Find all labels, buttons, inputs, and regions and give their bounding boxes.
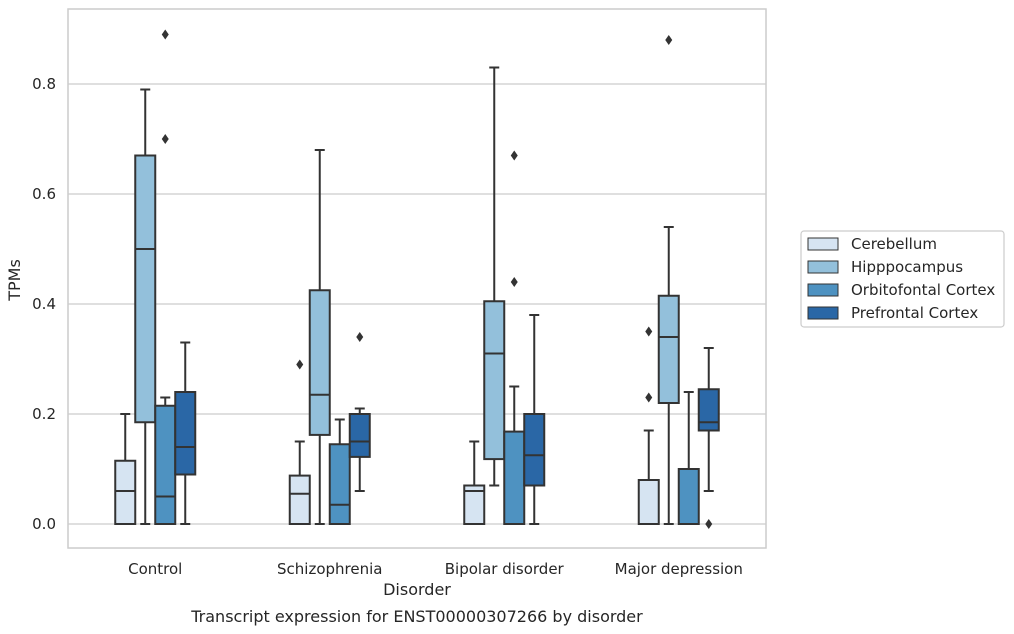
x-tick-label: Schizophrenia (277, 560, 382, 578)
x-axis-title: Disorder (383, 580, 451, 599)
legend-label: Hipppocampus (851, 258, 963, 276)
y-axis-ticks: 0.0 0.2 0.4 0.6 0.8 (32, 75, 56, 533)
box-cerebellum (463, 440, 486, 525)
box-iqr (697, 388, 720, 432)
outlier-point (161, 29, 169, 40)
chart-caption: Transcript expression for ENST0000030726… (190, 607, 643, 626)
box-iqr (288, 474, 311, 526)
legend-swatch (807, 260, 839, 274)
box-hipppocampus (134, 88, 157, 525)
outlier-point (510, 277, 518, 287)
box-prefrontal-cortex (523, 314, 546, 525)
box-iqr (483, 300, 506, 461)
legend-label: Cerebellum (851, 235, 937, 253)
legend-label: Prefrontal Cortex (851, 304, 978, 322)
x-tick-label: Major depression (615, 560, 743, 578)
plot-area-frame (67, 8, 767, 549)
box-cerebellum (288, 359, 311, 526)
outlier-point (356, 332, 364, 342)
box-iqr (657, 294, 680, 404)
box-orbitofontal-cortex (677, 391, 700, 525)
box-iqr (114, 459, 137, 525)
box-prefrontal-cortex (348, 332, 371, 492)
box-iqr (677, 468, 700, 525)
outlier-point (161, 134, 169, 144)
box-iqr (154, 404, 177, 525)
x-tick-label: Control (128, 560, 182, 578)
box-prefrontal-cortex (174, 341, 197, 525)
y-tick-label: 0.4 (32, 295, 56, 313)
x-axis-ticks: Control Schizophrenia Bipolar disorder Majo… (128, 560, 743, 578)
outlier-point (705, 519, 713, 529)
box-cerebellum (637, 326, 660, 525)
y-tick-label: 0.0 (32, 515, 56, 533)
box-hipppocampus (657, 35, 680, 525)
box-hipppocampus (308, 149, 331, 525)
y-axis-title: TPMs (5, 259, 24, 302)
outlier-point (296, 359, 304, 370)
box-hipppocampus (483, 66, 506, 487)
legend: Cerebellum Hipppocampus Orbitofontal Corte… (800, 230, 1005, 328)
box-cerebellum (114, 413, 137, 525)
box-iqr (463, 484, 486, 525)
outlier-point (510, 150, 518, 161)
box-series (114, 29, 720, 529)
box-iqr (308, 289, 331, 436)
legend-frame (800, 230, 1005, 328)
box-orbitofontal-cortex (154, 29, 177, 525)
box-iqr (523, 413, 546, 487)
box-orbitofontal-cortex (503, 150, 526, 526)
box-iqr (328, 443, 351, 525)
x-tick-label: Bipolar disorder (445, 560, 565, 578)
box-orbitofontal-cortex (328, 418, 351, 525)
box-iqr (637, 479, 660, 525)
legend-swatch (807, 283, 839, 297)
y-tick-label: 0.2 (32, 405, 56, 423)
legend-swatch (807, 237, 839, 251)
outlier-point (665, 35, 673, 45)
box-iqr (503, 430, 526, 526)
box-iqr (174, 391, 197, 476)
y-tick-label: 0.6 (32, 185, 56, 203)
legend-swatch (807, 306, 839, 320)
box-prefrontal-cortex (697, 347, 720, 529)
box-iqr (348, 413, 371, 458)
outlier-point (645, 392, 653, 403)
box-iqr (134, 154, 157, 424)
legend-label: Orbitofontal Cortex (851, 281, 995, 299)
y-tick-label: 0.8 (32, 75, 56, 93)
outlier-point (645, 326, 653, 337)
